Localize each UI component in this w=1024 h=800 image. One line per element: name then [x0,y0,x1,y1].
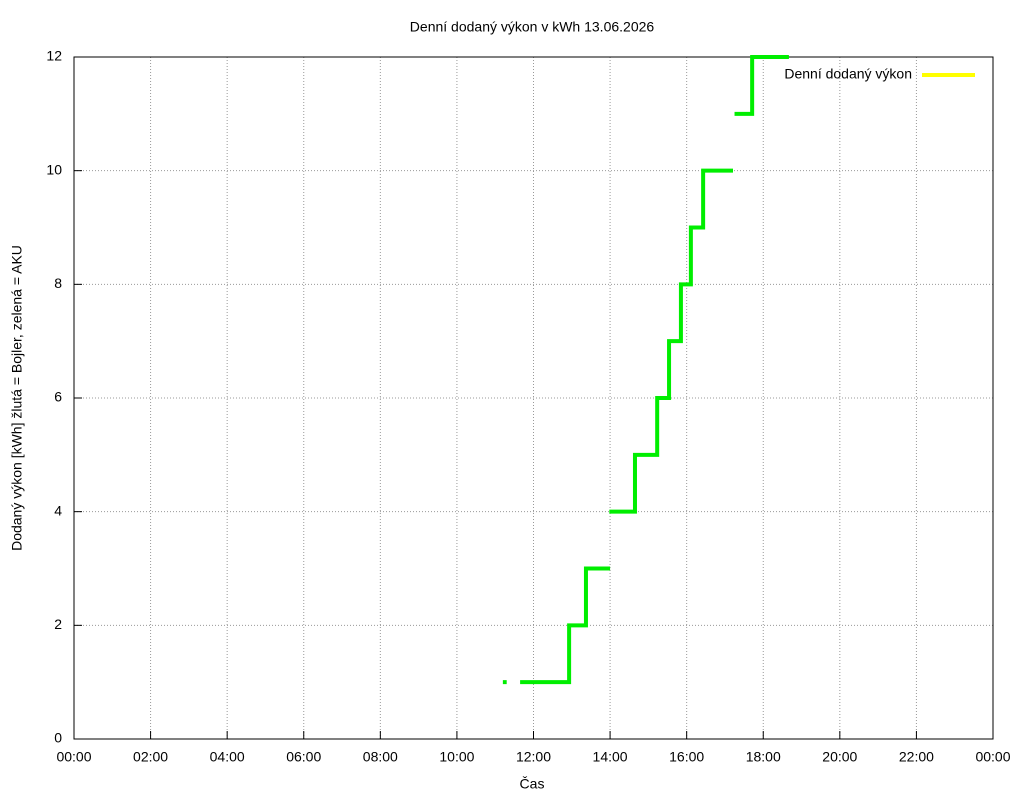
x-tick-label: 16:00 [669,749,704,765]
y-tick-label: 2 [54,616,62,632]
y-tick-label: 10 [46,161,62,177]
y-tick-label: 0 [54,730,62,746]
x-tick-label: 06:00 [286,749,321,765]
x-tick-label: 08:00 [363,749,398,765]
x-tick-label: 14:00 [593,749,628,765]
x-tick-label: 02:00 [133,749,168,765]
data-line [502,55,789,685]
x-axis-label: Čas [520,776,545,792]
x-tick-label: 20:00 [822,749,857,765]
x-tick-label: 12:00 [516,749,551,765]
x-tick-label: 00:00 [56,749,91,765]
y-tick-label: 4 [54,502,62,518]
x-tick-label: 04:00 [210,749,245,765]
y-tick-label: 12 [46,48,62,64]
x-tick-label: 22:00 [899,749,934,765]
x-tick-label: 00:00 [975,749,1010,765]
y-tick-label: 8 [54,275,62,291]
chart-title: Denní dodaný výkon v kWh 13.06.2026 [410,19,655,35]
legend-label: Denní dodaný výkon [784,66,912,82]
y-axis-label: Dodaný výkon [kWh] žlutá = Bojler, zelen… [9,245,25,551]
y-tick-label: 6 [54,389,62,405]
x-tick-label: 18:00 [746,749,781,765]
plot-border [73,56,994,740]
x-tick-label: 10:00 [439,749,474,765]
